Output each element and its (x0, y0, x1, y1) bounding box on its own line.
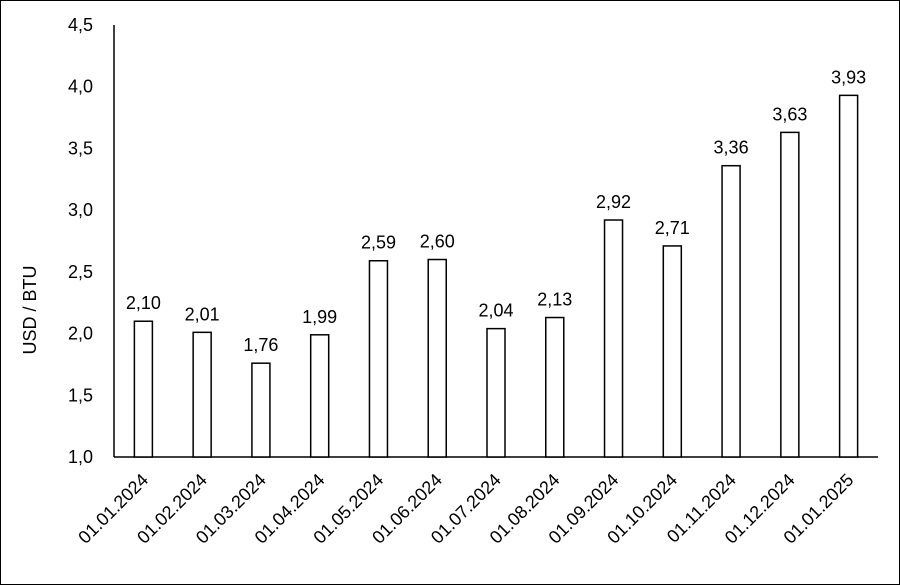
data-label: 2,59 (361, 233, 396, 253)
bar (603, 219, 624, 458)
y-tick-label: 3,0 (68, 200, 93, 220)
y-axis: 1,0 1,5 2,0 2,5 3,0 3,5 4,0 4,5 (68, 15, 115, 467)
data-label: 1,76 (243, 335, 278, 355)
bar (251, 362, 271, 458)
bar (662, 245, 683, 458)
bar (427, 258, 447, 458)
data-label: 3,93 (831, 67, 866, 87)
data-label: 2,13 (537, 290, 572, 310)
y-tick-label: 4,0 (68, 77, 93, 97)
y-tick-label: 1,5 (68, 385, 93, 405)
data-label: 2,01 (185, 304, 220, 324)
data-label: 2,10 (126, 293, 161, 313)
x-axis: 01.01.202401.02.202401.03.202401.04.2024… (74, 456, 878, 548)
bar (780, 131, 800, 458)
bars (133, 94, 859, 458)
bar (838, 94, 859, 458)
data-label: 3,63 (772, 104, 807, 124)
data-label: 1,99 (302, 307, 337, 327)
bar (133, 320, 154, 458)
bar (721, 164, 741, 458)
bar (486, 327, 506, 458)
bar (192, 331, 212, 458)
bar (309, 334, 330, 458)
bar (545, 316, 565, 458)
y-tick-label: 2,5 (68, 262, 93, 282)
data-labels: 2,10 2,01 1,76 1,99 2,59 2,60 2,04 2,13 2,92 2,71… (126, 67, 866, 355)
y-tick-label: 2,0 (68, 324, 93, 344)
bar (368, 259, 389, 458)
y-tick-label: 1,0 (68, 447, 93, 467)
y-tick-label: 4,5 (68, 15, 93, 35)
data-label: 2,71 (655, 218, 690, 238)
y-axis-title: USD / BTU (20, 265, 40, 354)
data-label: 2,04 (478, 301, 513, 321)
data-label: 2,60 (420, 232, 455, 252)
data-label: 3,36 (714, 138, 749, 158)
y-tick-label: 3,5 (68, 138, 93, 158)
data-label: 2,92 (596, 192, 631, 212)
